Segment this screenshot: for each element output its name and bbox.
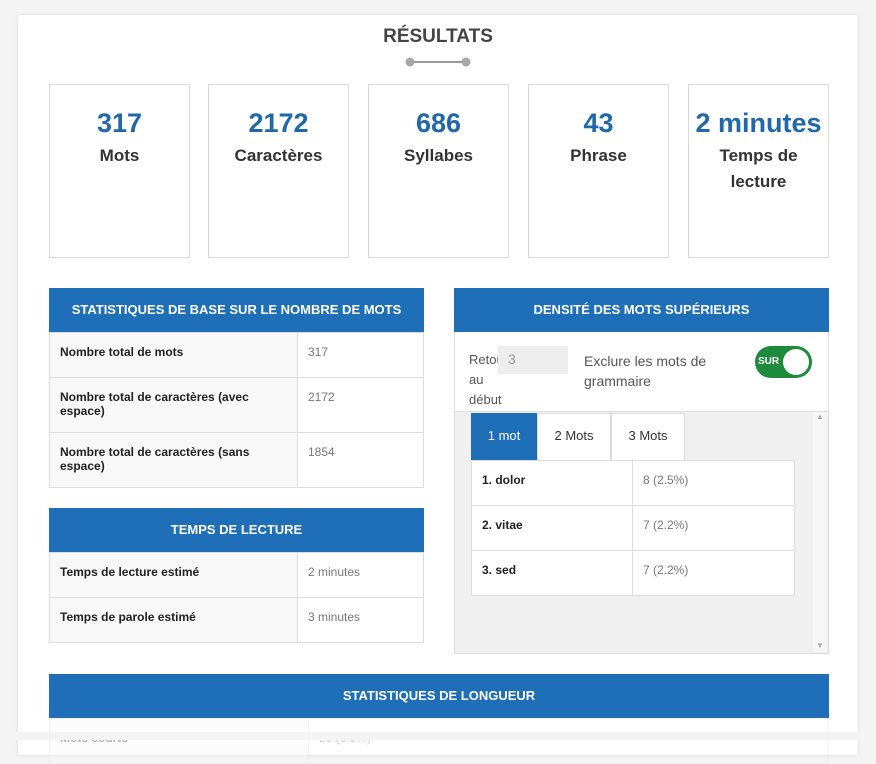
- row-value: 2 minutes: [297, 552, 424, 598]
- toggle-state: SUR: [758, 356, 780, 367]
- reading-time-table: Temps de lecture estimé 2 minutes Temps de…: [49, 552, 424, 643]
- tab[interactable]: 1 mot: [471, 413, 537, 461]
- table-row: Mots courts20 (6.3%): [49, 718, 829, 764]
- row-value: 317: [297, 332, 424, 378]
- row-value: 1854: [297, 432, 424, 488]
- table-row: Temps de parole estimé 3 minutes: [49, 597, 424, 643]
- scrollbar[interactable]: ▲ ▼: [813, 412, 827, 652]
- stat-value: 686: [415, 108, 462, 138]
- row-label: Nombre total de mots: [49, 332, 298, 378]
- page-title: RÉSULTATS: [383, 26, 493, 47]
- stat-label: Phrase: [570, 146, 627, 165]
- stat-box: 2 minutes Temps de lecture: [688, 84, 829, 258]
- density-table: 1. dolor 8 (2.5%) 2. vitae 7 (2.2%) 3. sed 7 …: [471, 460, 795, 596]
- stat-value: 43: [583, 108, 614, 138]
- basic-stats-table: Nombre total de mots 317 Nombre total de c…: [49, 332, 424, 488]
- tab[interactable]: 3 Mots: [611, 413, 685, 461]
- row-label: Nombre total de caractères (avec espace): [49, 377, 298, 433]
- number-input[interactable]: 3: [498, 346, 568, 374]
- table-row: Nombre total de caractères (sans espace)…: [49, 432, 424, 488]
- row-label: Temps de parole estimé: [49, 597, 298, 643]
- stat-value: 2 minutes: [695, 108, 822, 138]
- divider: [405, 57, 471, 67]
- toggle-label: Exclure les mots de grammaire: [584, 353, 707, 389]
- stat-label: Temps de lecture: [719, 146, 798, 191]
- table-row: 3. sed 7 (2.2%): [471, 550, 795, 596]
- table-row: Temps de lecture estimé 2 minutes: [49, 552, 424, 598]
- tab[interactable]: 2 Mots: [537, 413, 611, 461]
- stat-label: Caractères: [234, 146, 323, 165]
- table-header: TEMPS DE LECTURE: [49, 508, 424, 552]
- stat-box: 686 Syllabes: [368, 84, 509, 258]
- row-label: Mots courts: [49, 718, 309, 764]
- table-row: Nombre total de caractères (avec espace)…: [49, 377, 424, 433]
- table-header: STATISTIQUES DE LONGUEUR: [49, 674, 829, 718]
- row-label: 1. dolor: [471, 460, 633, 506]
- row-value: 3 minutes: [297, 597, 424, 643]
- row-value: 8 (2.5%): [632, 460, 795, 506]
- row-value: 7 (2.2%): [632, 550, 795, 596]
- page-edge: [0, 732, 876, 740]
- page-body: RÉSULTATS 317 Mots 2172 Caractères 686 Syllab…: [0, 15, 876, 764]
- stat-value: 2172: [248, 108, 309, 138]
- row-value: 7 (2.2%): [632, 505, 795, 551]
- row-label: 3. sed: [471, 550, 633, 596]
- length-table: Mots courts20 (6.3%): [49, 718, 829, 764]
- table-row: Nombre total de mots 317: [49, 332, 424, 378]
- row-label: 2. vitae: [471, 505, 633, 551]
- toggle[interactable]: SUR: [755, 346, 812, 378]
- table-row: 1. dolor 8 (2.5%): [471, 460, 795, 506]
- stat-value: 317: [96, 108, 143, 138]
- row-value: 20 (6.3%): [308, 718, 829, 764]
- row-label: Temps de lecture estimé: [49, 552, 298, 598]
- table-header: STATISTIQUES DE BASE SUR LE NOMBRE DE MO…: [49, 288, 424, 332]
- row-label: Nombre total de caractères (sans espace): [49, 432, 298, 488]
- stat-box: 43 Phrase: [528, 84, 669, 258]
- page: {"header": {"title": "RÉSULTATS"}, "summ…: [0, 15, 876, 764]
- table-header: DENSITÉ DES MOTS SUPÉRIEURS: [454, 288, 829, 332]
- stat-label: Syllabes: [404, 146, 473, 165]
- row-value: 2172: [297, 377, 424, 433]
- table-row: 2. vitae 7 (2.2%): [471, 505, 795, 551]
- stat-label: Mots: [99, 146, 140, 165]
- stat-box: 2172 Caractères: [208, 84, 349, 258]
- toggle-knob: [783, 349, 809, 375]
- stat-box: 317 Mots: [49, 84, 190, 258]
